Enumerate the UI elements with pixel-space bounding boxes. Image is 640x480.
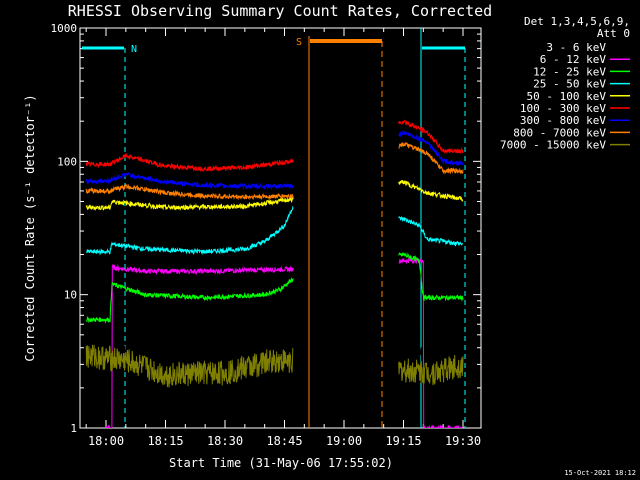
series-4 bbox=[85, 179, 464, 212]
legend-header-1: Det 1,3,4,5,6,9, bbox=[524, 15, 630, 28]
series-6 bbox=[85, 130, 464, 191]
x-tick-label: 18:30 bbox=[207, 434, 243, 448]
series-7 bbox=[85, 141, 464, 201]
series-line-2 bbox=[85, 251, 464, 324]
legend-label: 25 - 50 keV bbox=[533, 78, 606, 91]
y-axis: 1 10 100 1000 bbox=[51, 22, 481, 435]
series-line-4 bbox=[85, 179, 464, 212]
y-axis-title: Corrected Count Rate (s⁻¹ detector⁻¹) bbox=[23, 94, 37, 361]
y-tick-label: 1 bbox=[70, 422, 77, 435]
legend-header-2: Att 0 bbox=[597, 27, 630, 40]
series-5 bbox=[85, 119, 464, 173]
legend-label: 50 - 100 keV bbox=[527, 90, 607, 103]
legend-label: 3 - 6 keV bbox=[546, 41, 606, 54]
series-2 bbox=[85, 251, 464, 324]
legend-label: 6 - 12 keV bbox=[540, 53, 607, 66]
x-tick-label: 19:00 bbox=[326, 434, 362, 448]
legend-label: 300 - 800 keV bbox=[520, 114, 606, 127]
y-tick-label: 100 bbox=[57, 155, 77, 168]
legend-label: 7000 - 15000 keV bbox=[500, 139, 606, 152]
x-tick-label: 19:15 bbox=[385, 434, 421, 448]
series-line-7 bbox=[85, 141, 464, 201]
series-group bbox=[85, 119, 464, 428]
chart-title: RHESSI Observing Summary Count Rates, Co… bbox=[68, 2, 492, 20]
x-tick-label: 18:00 bbox=[88, 434, 124, 448]
y-tick-label: 10 bbox=[64, 289, 77, 302]
x-tick-label: 18:15 bbox=[147, 434, 183, 448]
series-line-3 bbox=[85, 205, 463, 256]
footer-date: 15-Oct-2021 18:12 bbox=[564, 469, 636, 477]
legend-label: 12 - 25 keV bbox=[533, 65, 606, 78]
x-axis-title: Start Time (31-May-06 17:55:02) bbox=[169, 456, 393, 470]
x-axis: 18:00 18:15 18:30 18:45 19:00 19:15 19:30 bbox=[85, 28, 481, 448]
series-3 bbox=[85, 205, 463, 256]
x-tick-label: 18:45 bbox=[266, 434, 302, 448]
series-line-5 bbox=[85, 119, 464, 173]
series-line-6 bbox=[85, 130, 464, 191]
legend-label: 100 - 300 keV bbox=[520, 102, 606, 115]
series-line-8 bbox=[85, 344, 464, 388]
y-tick-label: 1000 bbox=[51, 22, 78, 35]
plot-frame bbox=[79, 27, 482, 429]
x-tick-label: 19:30 bbox=[445, 434, 481, 448]
series-8 bbox=[85, 344, 464, 388]
series-line-1 bbox=[105, 257, 463, 428]
legend-label: 800 - 7000 keV bbox=[513, 126, 606, 139]
S-label: S bbox=[296, 37, 302, 48]
series-1 bbox=[105, 257, 463, 428]
N-label: N bbox=[131, 44, 137, 55]
